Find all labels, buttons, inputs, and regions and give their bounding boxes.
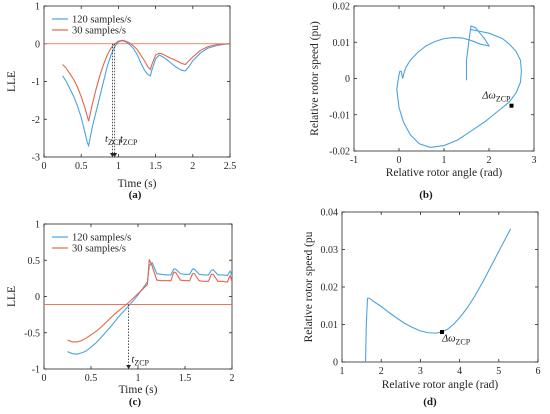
y-axis-label: LLE (6, 71, 18, 92)
x-tick-label: 3 (418, 366, 423, 377)
x-tick-label: 2 (379, 366, 384, 377)
series-line-0 (396, 25, 522, 148)
series-line-0 (67, 261, 232, 355)
x-tick-label: 0.5 (75, 161, 88, 172)
x-tick-label: 1.5 (149, 161, 162, 172)
y-tick-label: 0.02 (333, 2, 351, 13)
y-tick-label: 1 (35, 2, 40, 13)
y-tick-label: 0 (345, 74, 350, 85)
series-line-1 (67, 259, 232, 343)
x-axis-label: Time (s) (118, 178, 157, 190)
zcp-annotation: tZCP (131, 355, 149, 368)
panel-label: (a) (129, 189, 142, 201)
x-tick-label: 0 (42, 161, 47, 172)
x-tick-label: 1 (116, 161, 121, 172)
y-tick-label: -0.02 (329, 147, 350, 158)
x-tick-label: 4 (457, 366, 462, 377)
x-tick-label: -1 (350, 155, 358, 166)
zcp-arrow-marker (126, 365, 132, 369)
plot-area (364, 228, 512, 362)
plot-area (44, 259, 232, 369)
plot-area (44, 39, 230, 157)
plot-area (396, 25, 522, 148)
series-line-0 (364, 228, 512, 362)
x-tick-label: 2 (230, 373, 235, 384)
zcp-annotation: tZCP (120, 134, 138, 147)
panel-label: (d) (423, 396, 437, 408)
y-tick-label: -0.5 (24, 328, 40, 339)
axes-frame (341, 211, 539, 363)
legend: 120 samples/s30 samples/s (50, 10, 146, 37)
x-tick-label: 1.5 (179, 373, 192, 384)
y-tick-label: 0.03 (321, 245, 339, 256)
zcp-annotation: ΔωZCP (441, 333, 471, 346)
y-tick-label: 1 (35, 220, 40, 231)
legend-entry-label: 30 samples/s (72, 26, 126, 37)
y-tick-label: 0.02 (321, 283, 339, 294)
panel-label: (b) (419, 189, 433, 201)
y-tick-label: -1 (32, 77, 40, 88)
x-tick-label: 2.5 (224, 161, 237, 172)
chart-panel-1: -1 0 1 2 3 -0.02 -0.01 0 0.01 0.02 Relative rotor … (309, 2, 537, 202)
y-tick-label: 0 (333, 358, 338, 369)
zcp-point-marker (509, 103, 514, 108)
y-tick-label: 0.01 (333, 38, 351, 49)
x-tick-label: 5 (496, 366, 501, 377)
y-tick-label: -2 (32, 115, 40, 126)
legend-entry-label: 120 samples/s (72, 233, 131, 244)
y-tick-label: 0.04 (321, 208, 339, 219)
y-tick-label: -0.01 (329, 110, 350, 121)
legend: 120 samples/s30 samples/s (50, 228, 146, 255)
legend-entry-label: 120 samples/s (72, 15, 131, 26)
legend-entry-label: 30 samples/s (72, 244, 126, 255)
y-axis-label: Relative rotor speed (pu) (309, 21, 321, 136)
zcp-annotation: tZCP (105, 134, 123, 147)
y-tick-label: 0.01 (321, 320, 339, 331)
y-axis-label: LLE (6, 286, 18, 307)
x-axis-label: Relative rotor angle (rad) (382, 379, 499, 391)
panel-label: (c) (129, 396, 142, 408)
x-tick-label: 0 (397, 155, 402, 166)
x-tick-label: 1 (340, 366, 345, 377)
y-tick-label: 0.5 (28, 256, 41, 267)
x-tick-label: 2 (190, 161, 195, 172)
series-line-1 (62, 39, 230, 122)
y-tick-label: -3 (32, 153, 40, 164)
zcp-annotation: ΔωZCP (481, 90, 511, 103)
x-tick-label: 6 (536, 366, 541, 377)
x-tick-label: 3 (532, 155, 537, 166)
x-axis-label: Relative rotor angle (rad) (386, 167, 503, 179)
x-axis-label: Time (s) (119, 384, 158, 396)
x-tick-label: 0 (42, 373, 47, 384)
series-line-0 (62, 40, 230, 148)
x-tick-label: 2 (487, 155, 492, 166)
y-tick-label: 0 (35, 292, 40, 303)
axes-frame (353, 5, 535, 152)
zcp-arrow-marker (112, 153, 118, 157)
y-tick-label: 0 (35, 39, 40, 50)
x-tick-label: 1 (442, 155, 447, 166)
y-tick-label: -1 (32, 365, 40, 376)
chart-panel-3: 1 2 3 4 5 6 0 0.01 0.02 0.03 0.04 Relative rotor an… (303, 208, 541, 409)
y-axis-label: Relative rotor speed (pu (303, 231, 315, 342)
x-tick-label: 1 (136, 373, 141, 384)
zcp-point-marker (439, 330, 444, 334)
x-tick-label: 0.5 (85, 373, 98, 384)
